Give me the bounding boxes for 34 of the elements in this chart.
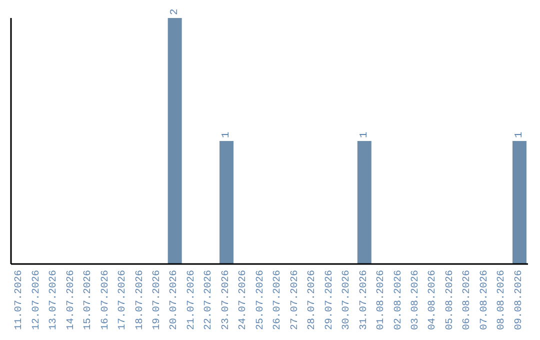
x-tick-label: 27.07.2026 [290, 270, 301, 330]
x-tick-label: 05.08.2026 [444, 270, 456, 330]
x-tick-label: 30.07.2026 [342, 270, 353, 330]
x-tick-label: 29.07.2026 [324, 270, 336, 330]
x-tick-label: 28.07.2026 [307, 270, 318, 330]
data-label: 1 [220, 132, 233, 138]
x-tick-label: 22.07.2026 [204, 270, 215, 330]
x-tick-label: 07.08.2026 [479, 270, 490, 330]
x-tick-label: 12.07.2026 [31, 270, 42, 330]
x-tick-label: 18.07.2026 [134, 270, 146, 330]
x-tick-label: 20.07.2026 [169, 270, 180, 330]
data-label: 1 [513, 132, 526, 138]
x-tick-label: 01.08.2026 [376, 270, 388, 330]
x-tick-label: 19.07.2026 [152, 270, 163, 330]
x-tick-label: 21.07.2026 [186, 270, 198, 330]
x-tick-label: 23.07.2026 [220, 270, 232, 330]
x-tick-label: 31.07.2026 [358, 270, 370, 330]
data-label: 1 [358, 132, 370, 138]
x-tick-label: 08.08.2026 [496, 270, 508, 330]
x-tick-label: 06.08.2026 [462, 270, 474, 330]
x-tick-label: 25.07.2026 [255, 270, 266, 330]
x-tick-label: 11.07.2026 [14, 270, 26, 330]
x-tick-label: 02.08.2026 [393, 270, 404, 330]
x-tick-label: 26.07.2026 [272, 270, 284, 330]
x-tick-label: 15.07.2026 [83, 270, 94, 330]
x-tick-label: 04.08.2026 [428, 270, 439, 330]
x-tick-label: 16.07.2026 [100, 270, 112, 330]
x-tick-label: 17.07.2026 [118, 270, 129, 330]
x-tick-label: 13.07.2026 [48, 270, 60, 330]
x-tick-label: 09.08.2026 [514, 270, 525, 330]
x-tick-label: 03.08.2026 [410, 270, 422, 330]
x-tick-label: 14.07.2026 [66, 270, 77, 330]
data-label: 2 [168, 8, 181, 15]
x-tick-label: 24.07.2026 [238, 270, 250, 330]
